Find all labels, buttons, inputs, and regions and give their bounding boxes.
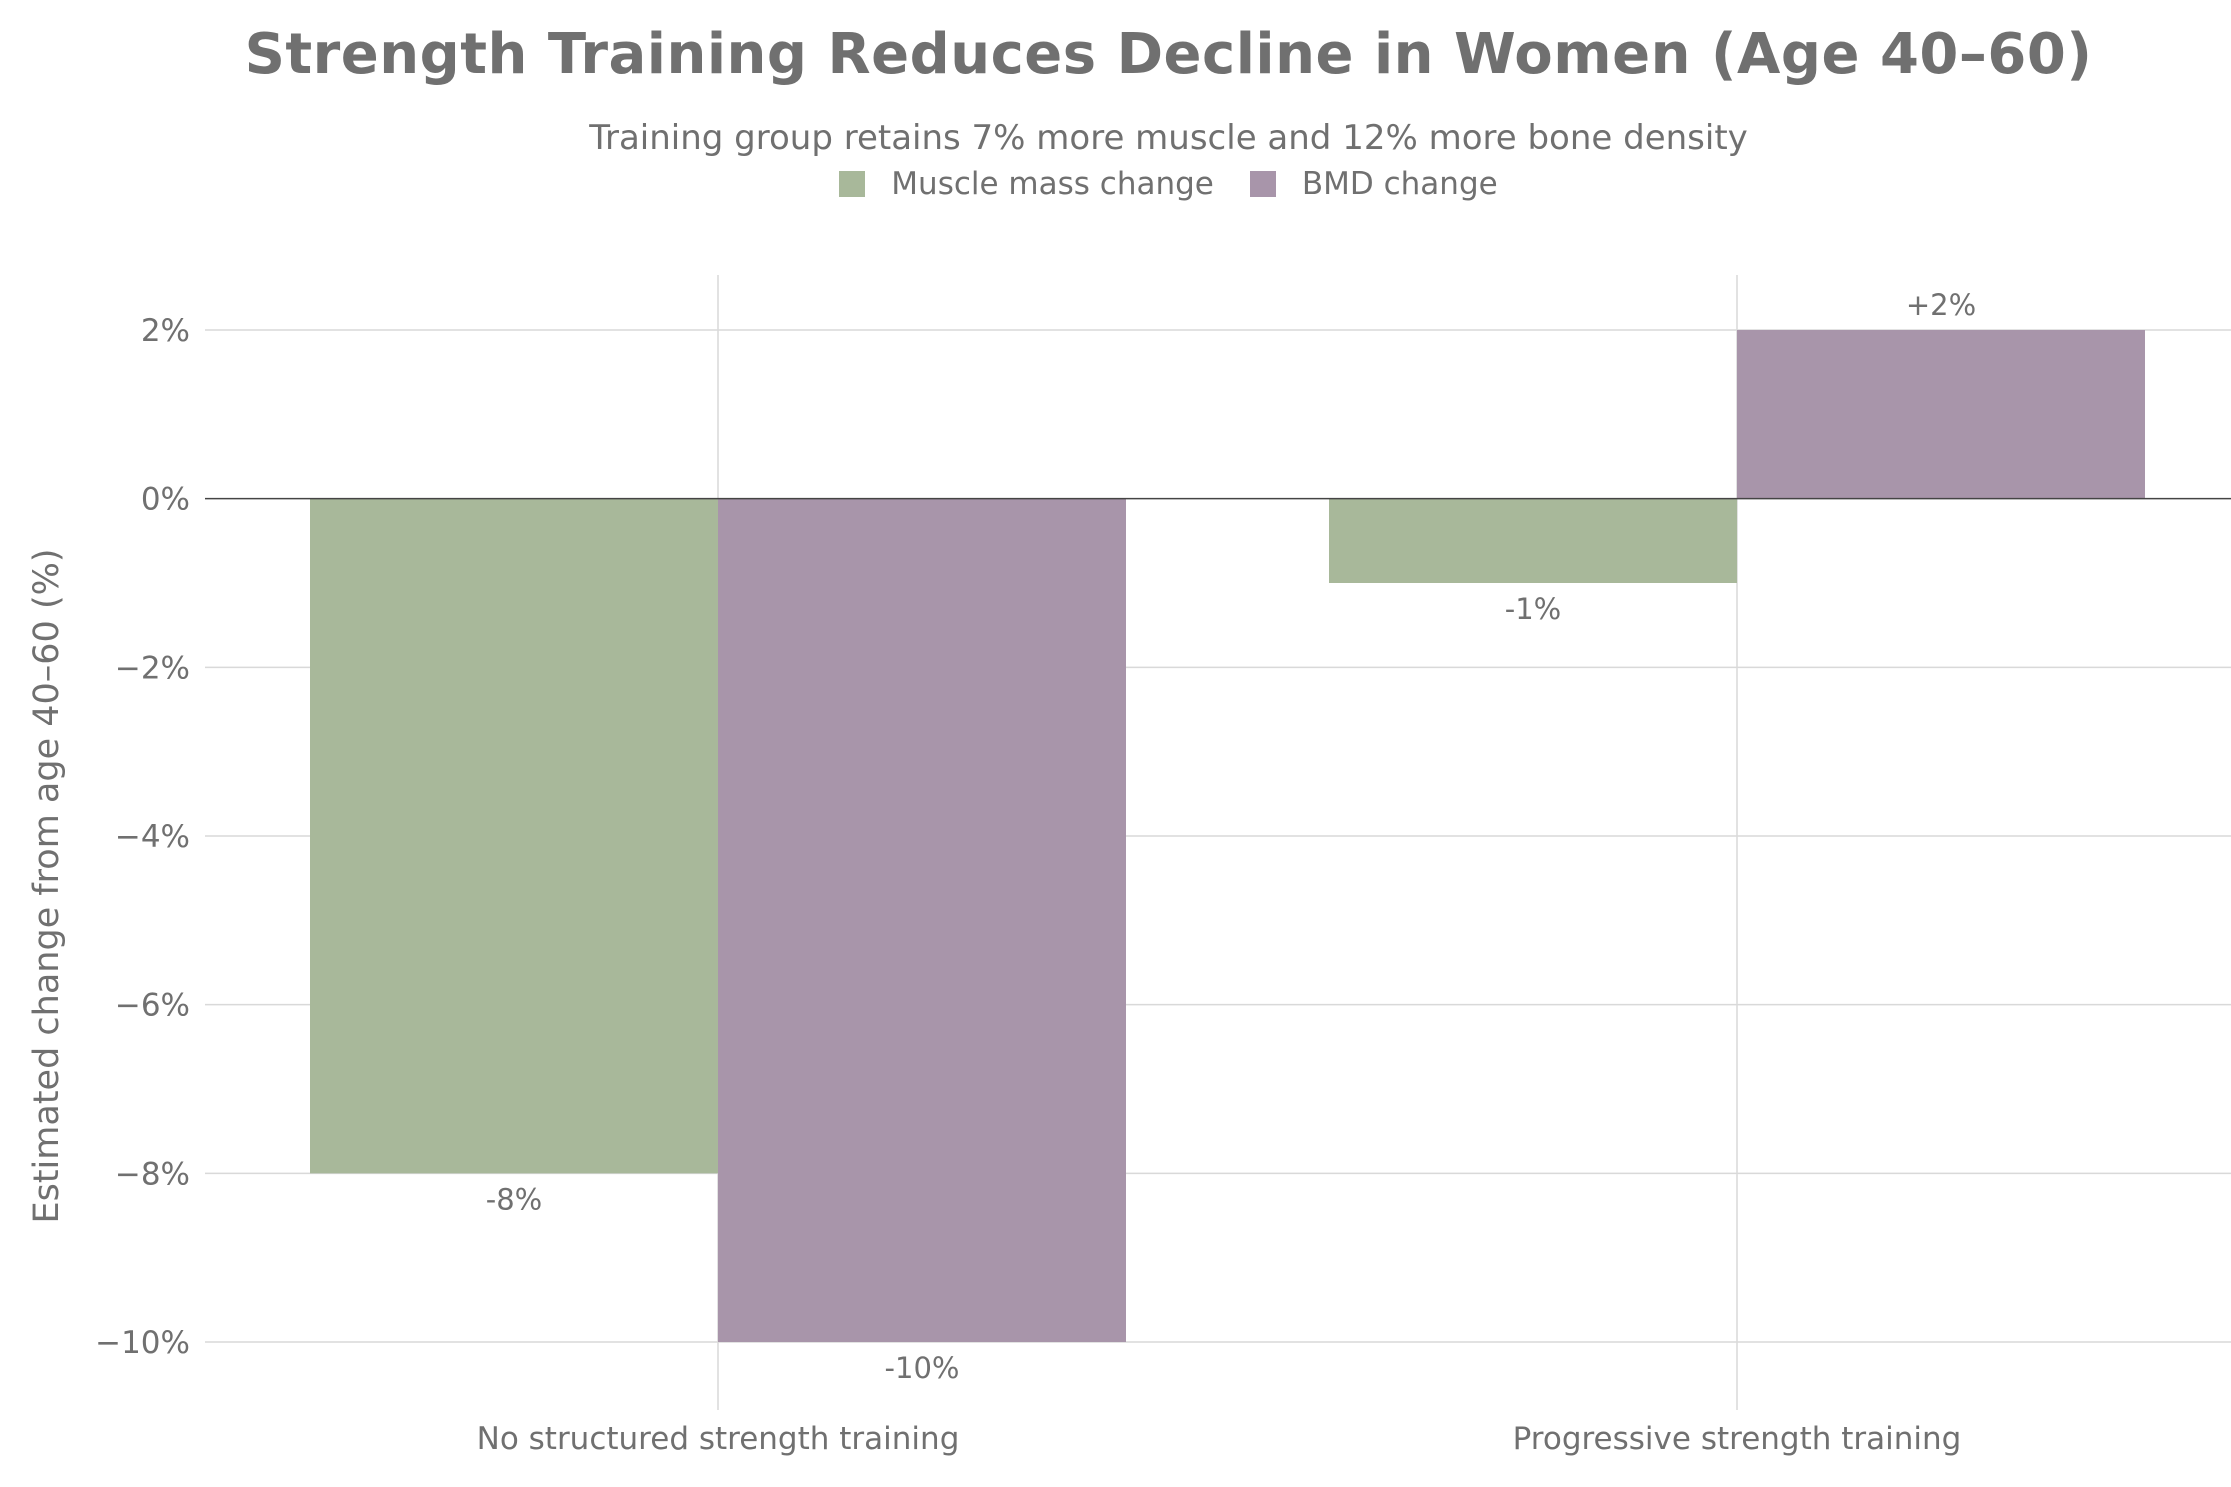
legend-label-muscle: Muscle mass change xyxy=(891,166,1214,202)
chart-subtitle: Training group retains 7% more muscle an… xyxy=(589,118,1748,158)
y-tick-label: −2% xyxy=(115,650,190,686)
y-tick-label: 2% xyxy=(141,313,190,349)
legend-swatch-muscle xyxy=(839,171,866,197)
bar-bmd-1[interactable] xyxy=(1737,330,2145,499)
x-tick-label: No structured strength training xyxy=(477,1421,960,1457)
y-tick-label: −4% xyxy=(115,819,190,855)
bar-muscle-1[interactable] xyxy=(1329,498,1737,583)
data-label: +2% xyxy=(1906,288,1976,322)
bar-layer xyxy=(310,330,2145,1343)
legend-item-bmd[interactable]: BMD change xyxy=(1249,166,1498,202)
data-label: -1% xyxy=(1505,592,1561,626)
x-tick-label: Progressive strength training xyxy=(1513,1421,1962,1457)
y-axis-title: Estimated change from age 40–60 (%) xyxy=(27,548,67,1223)
legend-item-muscle[interactable]: Muscle mass change xyxy=(839,166,1214,202)
legend-swatch-bmd xyxy=(1249,171,1276,197)
axis-layer: 2% 0% −2% −4% −6% −8% −10% No structured streng… xyxy=(27,313,2231,1457)
bar-bmd-0[interactable] xyxy=(718,498,1126,1343)
data-label: -10% xyxy=(885,1351,960,1385)
y-tick-label: −6% xyxy=(115,988,190,1024)
chart-title: Strength Training Reduces Decline in Wom… xyxy=(244,22,2093,87)
data-label: -8% xyxy=(486,1182,542,1216)
legend: Muscle mass change BMD change xyxy=(0,166,2231,202)
y-tick-label: −10% xyxy=(95,1325,190,1361)
y-tick-label: −8% xyxy=(115,1156,190,1192)
legend-label-bmd: BMD change xyxy=(1301,166,1498,202)
y-tick-label: 0% xyxy=(141,482,190,518)
bar-muscle-0[interactable] xyxy=(310,498,718,1174)
label-layer: -8% -1% -10% +2% xyxy=(486,288,1976,1385)
